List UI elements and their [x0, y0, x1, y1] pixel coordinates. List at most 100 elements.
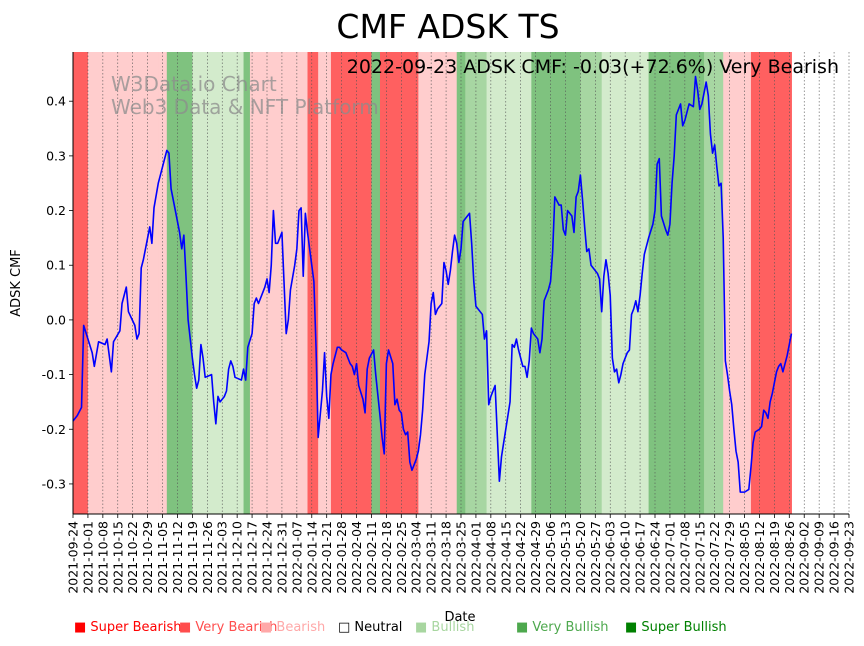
legend-marker-icon: ■: [74, 620, 91, 635]
x-tick-label: 2021-11-26: [200, 521, 215, 594]
vertical-gridlines: [72, 52, 850, 514]
x-tick-label: 2021-12-17: [245, 521, 260, 594]
x-axis-label: Date: [444, 610, 475, 625]
legend-marker-icon: ■: [260, 620, 277, 635]
band-super-bullish: [704, 52, 724, 514]
x-tick-label: 2022-05-27: [588, 521, 603, 594]
y-tick-label: 0.1: [46, 258, 66, 273]
band-very-bullish: [682, 52, 705, 514]
x-tick-label: 2022-03-18: [439, 521, 454, 594]
x-tick-label: 2022-04-15: [498, 521, 513, 594]
y-tick-label: -0.3: [42, 476, 66, 491]
y-tick-label: 0.0: [46, 312, 66, 327]
x-tick-label: 2022-07-08: [677, 521, 692, 594]
band-very-bearish: [750, 52, 792, 514]
y-axis-ticks: -0.3 -0.2 -0.1 0.0 0.1 0.2 0.3 0.4: [42, 94, 73, 491]
x-axis-ticks: 2021-09-24 2021-10-01 2021-10-08 2021-10-15…: [66, 514, 857, 594]
x-tick-label: 2022-07-22: [707, 521, 722, 594]
band-bearish: [318, 52, 332, 514]
x-tick-label: 2022-09-23: [842, 521, 857, 594]
legend-label: Very Bullish: [532, 620, 609, 635]
band-very-bullish: [243, 52, 251, 514]
x-tick-label: 2022-09-09: [812, 521, 827, 594]
band-bullish: [486, 52, 532, 514]
x-tick-label: 2022-07-29: [722, 521, 737, 594]
x-tick-label: 2022-09-16: [827, 521, 842, 594]
x-tick-label: 2022-08-12: [752, 521, 767, 594]
legend-marker-icon: ■: [625, 620, 642, 635]
x-tick-label: 2021-10-29: [140, 521, 155, 594]
x-tick-label: 2022-07-15: [692, 521, 707, 594]
band-bearish: [249, 52, 309, 514]
x-tick-label: 2022-06-10: [618, 521, 633, 594]
cmf-series-line: [72, 75, 793, 493]
x-tick-label: 2022-01-14: [304, 521, 319, 594]
band-very-bullish: [531, 52, 564, 514]
x-tick-label: 2022-08-19: [767, 521, 782, 594]
legend-item-very-bullish: ■ Very Bullish: [516, 620, 608, 635]
legend-label: Bullish: [431, 620, 475, 635]
legend-marker-icon: ■: [179, 620, 196, 635]
legend-label: Bearish: [276, 620, 326, 635]
x-tick-label: 2022-08-26: [782, 521, 797, 594]
band-very-bullish: [166, 52, 193, 514]
y-tick-label: -0.1: [42, 367, 66, 382]
x-tick-label: 2022-06-24: [648, 521, 663, 594]
x-tick-label: 2022-06-17: [633, 521, 648, 594]
x-tick-label: 2022-04-01: [468, 521, 483, 594]
band-super-bullish: [580, 52, 603, 514]
band-very-bearish: [362, 52, 372, 514]
x-tick-label: 2021-11-05: [155, 521, 170, 594]
x-tick-label: 2022-07-01: [662, 521, 677, 594]
legend-item-bullish: ■ Bullish: [415, 620, 474, 635]
x-tick-label: 2022-02-25: [394, 521, 409, 594]
x-tick-label: 2022-01-28: [334, 521, 349, 594]
x-tick-label: 2022-05-13: [558, 521, 573, 594]
band-very-bearish: [337, 52, 364, 514]
legend-marker-icon: □: [338, 620, 355, 635]
band-very-bearish: [409, 52, 419, 514]
legend-item-very-bearish: ■ Very Bearish: [179, 620, 277, 635]
band-very-bullish: [371, 52, 381, 514]
y-tick-label: -0.2: [42, 422, 66, 437]
x-tick-label: 2021-10-01: [80, 521, 95, 594]
latest-value-annotation: 2022-09-23 ADSK CMF: -0.03(+72.6%) Very …: [347, 56, 839, 78]
x-tick-label: 2021-10-15: [110, 521, 125, 594]
x-tick-label: 2021-09-24: [66, 521, 81, 594]
band-very-bullish: [665, 52, 684, 514]
legend-marker-icon: ■: [516, 620, 533, 635]
y-tick-label: 0.3: [46, 148, 66, 163]
band-bearish: [723, 52, 752, 514]
x-tick-label: 2022-06-03: [603, 521, 618, 594]
legend-label: Very Bearish: [195, 620, 278, 635]
x-tick-label: 2021-10-22: [125, 521, 140, 594]
x-tick-label: 2021-11-19: [185, 521, 200, 594]
x-tick-label: 2021-12-31: [274, 521, 289, 594]
legend-item-neutral: □ Neutral: [338, 620, 402, 635]
x-tick-label: 2022-01-21: [319, 521, 334, 594]
chart-title: CMF ADSK TS: [336, 7, 559, 46]
x-tick-label: 2022-03-25: [454, 521, 469, 594]
band-very-bearish: [330, 52, 338, 514]
y-tick-label: 0.4: [46, 94, 66, 109]
legend-item-bearish: ■ Bearish: [260, 620, 325, 635]
x-tick-label: 2022-03-11: [424, 521, 439, 594]
x-tick-label: 2022-01-07: [289, 521, 304, 594]
x-tick-label: 2022-04-08: [483, 521, 498, 594]
band-very-bullish: [648, 52, 667, 514]
legend: ■ Super Bearish ■ Very Bearish ■ Bearish □ …: [74, 620, 854, 638]
x-tick-label: 2022-02-11: [364, 521, 379, 594]
x-tick-label: 2021-12-10: [230, 521, 245, 594]
x-tick-label: 2021-12-24: [260, 521, 275, 594]
legend-label: Super Bullish: [641, 620, 727, 635]
x-tick-label: 2021-12-03: [215, 521, 230, 594]
x-tick-label: 2022-02-18: [379, 521, 394, 594]
watermark-line-2: Web3 Data & NFT Platform: [111, 95, 379, 119]
x-tick-label: 2022-08-05: [737, 521, 752, 594]
band-very-bearish: [307, 52, 319, 514]
x-tick-label: 2021-10-08: [95, 521, 110, 594]
band-bearish: [87, 52, 159, 514]
x-tick-label: 2021-11-12: [170, 521, 185, 594]
legend-label: Super Bearish: [90, 620, 182, 635]
